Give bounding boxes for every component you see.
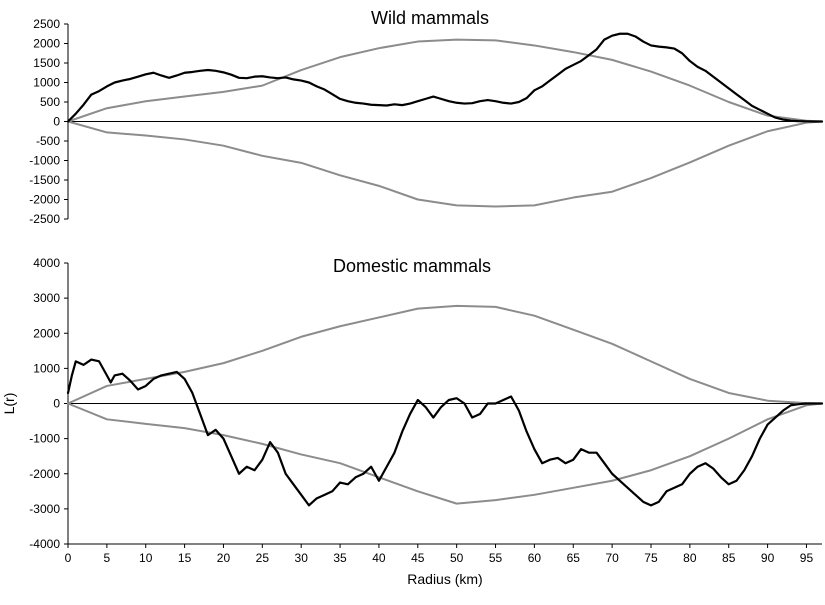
- x-tick-label: 40: [372, 551, 386, 565]
- y-tick-label: -2500: [29, 212, 60, 226]
- y-tick-label: 1000: [33, 76, 60, 90]
- x-tick-label: 60: [528, 551, 542, 565]
- y-axis-label: L(r): [1, 393, 17, 415]
- envelope-line-2: [67, 402, 823, 505]
- x-tick-label: 30: [295, 551, 309, 565]
- chart-panel-1: Wild mammals 2500 2000 1500 1000 500 0 -500 -100…: [29, 8, 824, 226]
- y-tick-label: 1500: [33, 56, 60, 70]
- y-tick-label: -4000: [29, 537, 60, 551]
- y-tick-label: -1000: [29, 154, 60, 168]
- y-tick-label: 3000: [33, 291, 60, 305]
- x-axis-label: Radius (km): [407, 571, 482, 587]
- x-tick-label: 35: [333, 551, 347, 565]
- x-tick-label: 95: [800, 551, 814, 565]
- y-tick-label: 2000: [33, 326, 60, 340]
- y-tick-label: 2500: [33, 17, 60, 31]
- y-tick-label: 1000: [33, 361, 60, 375]
- x-tick-label: 65: [567, 551, 581, 565]
- y-tick-label: 0: [53, 115, 60, 129]
- x-tick-label: 50: [450, 551, 464, 565]
- x-tick-label: 20: [217, 551, 231, 565]
- x-tick-label: 90: [761, 551, 775, 565]
- y-tick-label: 4000: [33, 256, 60, 270]
- x-tick-label: 55: [489, 551, 503, 565]
- x-tick-label: 0: [65, 551, 72, 565]
- x-tick-label: 15: [178, 551, 192, 565]
- observed-line: [66, 358, 824, 507]
- x-tick-label: 45: [411, 551, 425, 565]
- y-tick-label: -2000: [29, 467, 60, 481]
- y-tick-label: 500: [40, 95, 60, 109]
- envelope-line-1: [67, 304, 823, 405]
- x-tick-label: 5: [104, 551, 111, 565]
- x-tick-label: 70: [605, 551, 619, 565]
- x-tick-label: 85: [722, 551, 736, 565]
- chart-title: Domestic mammals: [333, 256, 491, 276]
- envelope-line-2: [67, 120, 823, 208]
- y-tick-label: -3000: [29, 502, 60, 516]
- chart-title: Wild mammals: [371, 8, 489, 28]
- y-tick-label: -500: [36, 134, 60, 148]
- y-tick-label: 0: [53, 397, 60, 411]
- observed-line: [66, 32, 824, 123]
- y-tick-label: 2000: [33, 37, 60, 51]
- y-tick-label: -2000: [29, 193, 60, 207]
- x-tick-label: 80: [683, 551, 697, 565]
- envelope-line-1: [67, 38, 823, 123]
- x-tick-label: 25: [256, 551, 270, 565]
- x-tick-label: 75: [644, 551, 658, 565]
- x-tick-label: 10: [139, 551, 153, 565]
- y-tick-label: -1500: [29, 173, 60, 187]
- y-tick-label: -1000: [29, 432, 60, 446]
- chart-panel-2: Domestic mammals 4000 3000 2000 1000 0 -1000 -2…: [1, 256, 824, 587]
